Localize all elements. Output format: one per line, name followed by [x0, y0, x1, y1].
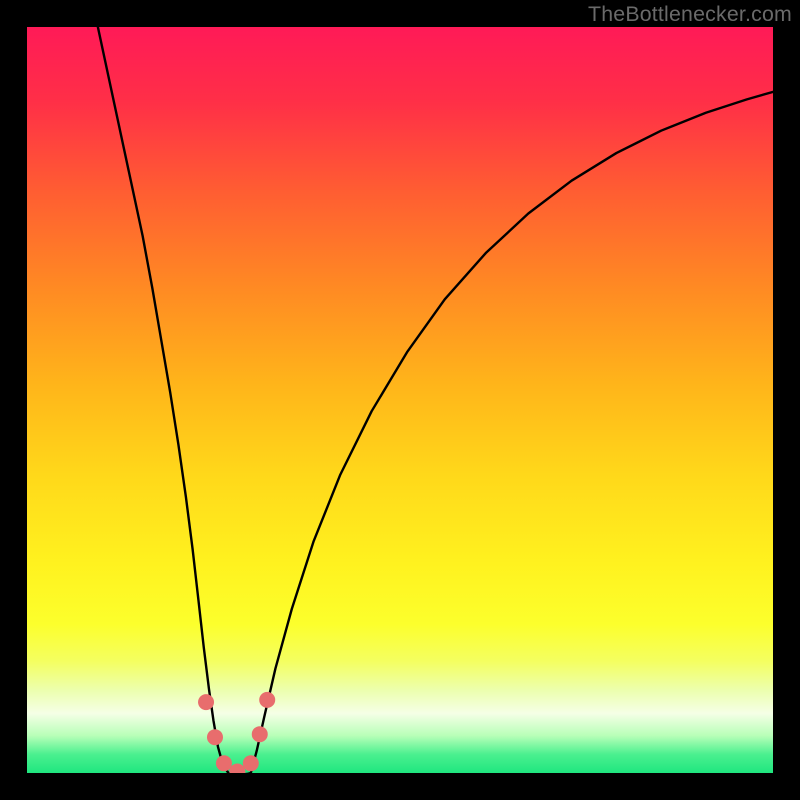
- marker-dot: [216, 755, 232, 771]
- marker-dot: [252, 726, 268, 742]
- chart-stage: TheBottlenecker.com: [0, 0, 800, 800]
- marker-dot: [198, 694, 214, 710]
- watermark-text: TheBottlenecker.com: [588, 2, 792, 27]
- marker-dot: [243, 755, 259, 771]
- marker-dot: [207, 729, 223, 745]
- plot-area: [27, 27, 773, 773]
- gradient-background: [27, 27, 773, 773]
- chart-svg: [27, 27, 773, 773]
- marker-dot: [259, 692, 275, 708]
